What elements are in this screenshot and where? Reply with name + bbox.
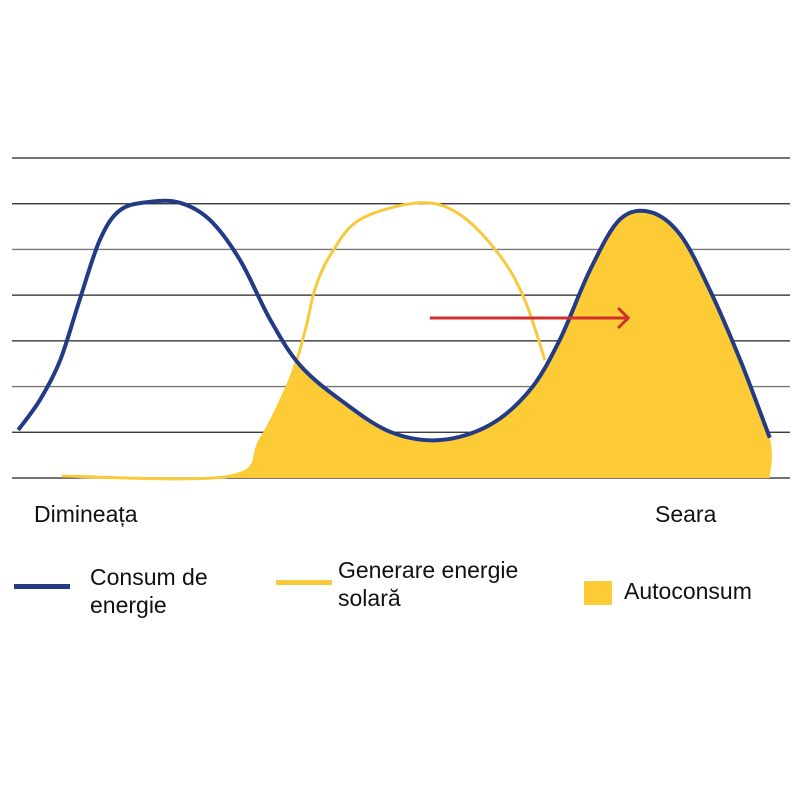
consumption-line bbox=[16, 198, 772, 443]
solar-generation-line bbox=[61, 201, 547, 481]
x-label-end: Seara bbox=[655, 501, 717, 527]
legend-swatch-solar bbox=[276, 580, 332, 585]
legend-label-consum: Consum de energie bbox=[90, 563, 208, 619]
legend-swatch-consum bbox=[14, 584, 70, 589]
legend-swatch-autoconsum bbox=[584, 581, 612, 605]
legend-text: Consum de bbox=[90, 564, 208, 590]
legend-label-autoconsum: Autoconsum bbox=[624, 578, 752, 604]
autoconsum-area bbox=[61, 210, 772, 480]
legend-text: solară bbox=[338, 585, 401, 611]
legend-text: Generare energie bbox=[338, 557, 519, 583]
arrow-head bbox=[617, 306, 631, 330]
legend-text: energie bbox=[90, 592, 167, 618]
legend-label-solar: Generare energie solară bbox=[338, 556, 518, 612]
shift-arrow bbox=[429, 306, 631, 330]
x-label-start: Dimineața bbox=[34, 501, 138, 527]
